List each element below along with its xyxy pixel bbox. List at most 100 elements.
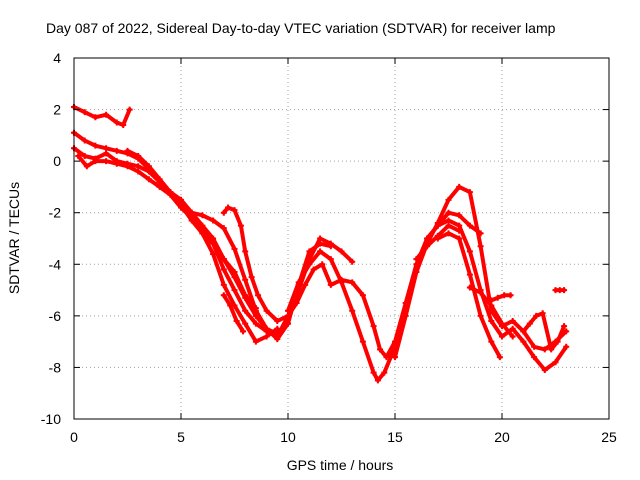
data-point <box>509 325 516 332</box>
data-point <box>349 279 356 286</box>
data-point <box>456 227 463 234</box>
data-point <box>242 276 249 283</box>
series-line <box>72 105 132 127</box>
data-point <box>456 212 463 219</box>
data-point <box>103 145 110 152</box>
data-point <box>81 152 88 159</box>
data-point <box>227 302 234 309</box>
data-point <box>317 248 324 255</box>
data-point <box>242 292 249 299</box>
data-point <box>285 307 291 314</box>
data-point <box>103 158 110 165</box>
data-point <box>310 266 317 273</box>
x-tick-label: 10 <box>280 429 296 445</box>
data-point <box>188 209 195 216</box>
data-point <box>477 289 484 296</box>
data-point <box>220 292 227 299</box>
data-point <box>561 287 568 294</box>
data-point <box>113 147 120 154</box>
series-track-5 <box>124 147 259 312</box>
data-point <box>563 328 570 335</box>
data-point <box>501 292 508 299</box>
data-point <box>92 114 99 121</box>
data-point <box>434 235 441 242</box>
x-tick-label: 25 <box>601 429 617 445</box>
data-point <box>533 312 540 319</box>
y-tick-label: -4 <box>49 256 62 272</box>
data-point <box>252 320 259 327</box>
data-point <box>135 152 142 159</box>
data-point <box>402 312 409 319</box>
data-point <box>285 312 291 319</box>
data-point <box>477 312 484 319</box>
data-point <box>231 269 238 276</box>
data-point <box>496 354 503 361</box>
data-point <box>252 307 259 314</box>
data-point <box>263 333 270 340</box>
data-point <box>434 220 441 227</box>
series-line <box>489 293 513 303</box>
y-tick-label: 0 <box>53 153 61 169</box>
y-tick-label: -10 <box>41 411 61 427</box>
data-point <box>295 279 302 286</box>
data-point <box>220 209 227 216</box>
data-point <box>255 292 262 299</box>
data-point <box>526 320 533 327</box>
series-track-14 <box>488 292 514 304</box>
data-point <box>75 152 82 159</box>
data-point <box>113 119 120 126</box>
data-point <box>319 261 326 268</box>
data-point <box>424 243 431 250</box>
series-line <box>189 210 290 336</box>
data-point <box>554 338 561 345</box>
data-point <box>456 183 463 190</box>
data-point <box>135 168 142 175</box>
data-point <box>349 307 356 314</box>
y-tick-label: -2 <box>49 205 62 221</box>
data-point <box>156 176 163 183</box>
data-point <box>231 207 238 214</box>
data-point <box>548 346 555 353</box>
data-point <box>199 212 206 219</box>
series-track-15 <box>520 310 568 353</box>
y-tick-label: -8 <box>49 359 62 375</box>
series-track-13 <box>434 230 503 361</box>
series-track-8 <box>220 292 247 335</box>
series-line <box>221 293 246 334</box>
grid <box>74 58 609 419</box>
data-point <box>539 310 546 317</box>
data-point <box>178 201 184 208</box>
data-point <box>233 318 240 325</box>
data-point <box>381 369 388 376</box>
data-point <box>199 230 206 237</box>
data-point <box>252 338 259 345</box>
data-point <box>377 346 384 353</box>
plot-frame <box>73 57 610 420</box>
data-point <box>242 248 249 255</box>
data-point <box>83 163 90 170</box>
data-point <box>242 307 249 314</box>
data-point <box>237 222 244 229</box>
data-point <box>338 248 345 255</box>
data-point <box>338 279 345 286</box>
y-tick-label: 4 <box>53 50 61 66</box>
data-point <box>413 269 420 276</box>
data-point <box>225 204 232 211</box>
data-point <box>81 137 88 144</box>
chart-title: Day 087 of 2022, Sidereal Day-to-day VTE… <box>46 20 556 36</box>
data-point <box>477 243 484 250</box>
data-point <box>210 240 217 247</box>
y-tick-label: -6 <box>49 308 62 324</box>
data-point <box>103 111 110 118</box>
data-point <box>240 328 247 335</box>
data-point <box>456 235 463 242</box>
data-point <box>220 281 227 288</box>
data-point <box>509 318 516 325</box>
data-point <box>317 235 324 242</box>
data-point <box>445 230 452 237</box>
data-point <box>392 354 398 361</box>
data-point <box>413 256 420 263</box>
data-point <box>327 281 334 288</box>
data-point <box>135 163 142 170</box>
